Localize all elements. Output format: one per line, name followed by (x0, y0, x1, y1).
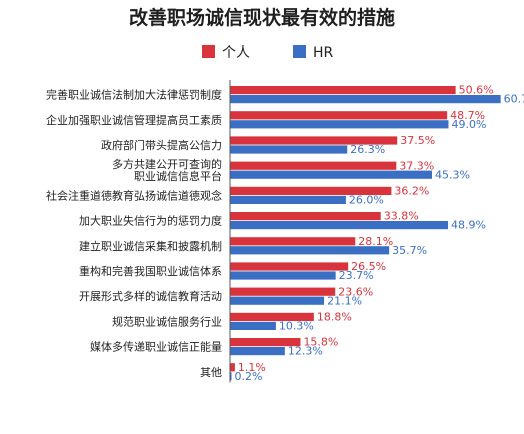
category-label-line: 开展形式多样的诚信教育活动 (79, 289, 222, 303)
bar-hr-6 (230, 246, 390, 255)
bar-personal-0 (230, 86, 456, 95)
category-label-line: 职业诚信信息平台 (134, 169, 222, 183)
category-label-4: 社会注重道德教育弘扬诚信道德观念 (46, 188, 222, 202)
legend-label-personal: 个人 (222, 45, 250, 61)
category-label-line: 重构和完善我国职业诚信体系 (79, 264, 222, 278)
bar-hr-5 (230, 221, 449, 230)
chart-title: 改善职场诚信现状最有效的措施 (129, 6, 395, 29)
data-label-personal-7: 26.5% (351, 260, 386, 273)
data-label-hr-10: 12.3% (288, 345, 323, 358)
data-label-hr-5: 48.9% (451, 219, 486, 232)
data-label-hr-4: 26.0% (349, 194, 384, 207)
bar-personal-2 (230, 136, 398, 145)
category-label-0: 完善职业诚信法制加大法律惩罚制度 (46, 88, 222, 102)
legend-swatch-hr (293, 45, 306, 58)
category-label-line: 规范职业诚信服务行业 (112, 314, 222, 328)
data-label-hr-2: 26.3% (350, 143, 385, 156)
data-label-personal-11: 1.1% (238, 361, 266, 374)
category-label-line: 其他 (200, 366, 222, 379)
bar-personal-11 (230, 363, 235, 372)
data-label-hr-7: 23.7% (339, 269, 374, 282)
data-label-personal-2: 37.5% (400, 134, 435, 147)
bar-personal-10 (230, 338, 301, 347)
bar-personal-4 (230, 186, 392, 195)
category-label-1: 企业加强职业诚信管理提高员工素质 (46, 113, 222, 127)
category-label-2: 政府部门带头提高公信力 (101, 138, 222, 152)
category-label-line: 完善职业诚信法制加大法律惩罚制度 (46, 88, 222, 102)
data-label-hr-6: 35.7% (392, 244, 427, 257)
data-label-personal-1: 48.7% (450, 109, 485, 122)
bar-personal-6 (230, 237, 356, 246)
category-label-line: 政府部门带头提高公信力 (101, 138, 222, 152)
bar-hr-2 (230, 145, 348, 154)
data-label-personal-5: 33.8% (384, 210, 419, 223)
category-label-line: 加大职业失信行为的惩罚力度 (79, 214, 222, 228)
data-label-hr-8: 21.1% (327, 294, 362, 307)
bar-personal-5 (230, 212, 381, 221)
bar-hr-3 (230, 170, 432, 179)
category-label-11: 其他 (200, 366, 222, 379)
data-label-personal-6: 28.1% (358, 235, 393, 248)
category-label-9: 规范职业诚信服务行业 (112, 314, 222, 328)
bar-hr-11 (230, 372, 232, 381)
category-label-line: 企业加强职业诚信管理提高员工素质 (46, 113, 222, 127)
bar-personal-9 (230, 312, 314, 321)
category-label-7: 重构和完善我国职业诚信体系 (79, 264, 222, 278)
legend-label-hr: HR (313, 45, 334, 61)
data-label-personal-8: 23.6% (338, 285, 373, 298)
bar-hr-1 (230, 120, 449, 129)
category-label-line: 多方共建公开可查询的 (112, 157, 222, 171)
data-label-hr-3: 45.3% (435, 168, 470, 181)
data-label-personal-9: 18.8% (317, 311, 352, 324)
data-label-hr-1: 49.0% (451, 118, 486, 131)
bar-personal-1 (230, 111, 448, 120)
category-label-3: 多方共建公开可查询的职业诚信信息平台 (112, 157, 222, 183)
bar-hr-8 (230, 296, 325, 305)
category-label-6: 建立职业诚信采集和披露机制 (79, 239, 222, 253)
category-label-5: 加大职业失信行为的惩罚力度 (79, 214, 222, 228)
legend-swatch-personal (202, 45, 215, 58)
category-label-8: 开展形式多样的诚信教育活动 (79, 289, 222, 303)
data-label-personal-4: 36.2% (394, 185, 429, 198)
data-label-hr-11: 0.2% (235, 370, 263, 383)
bar-hr-4 (230, 195, 346, 204)
data-label-personal-3: 37.3% (399, 159, 434, 172)
category-label-line: 建立职业诚信采集和披露机制 (79, 239, 222, 253)
data-label-hr-9: 10.3% (279, 320, 314, 333)
category-label-line: 社会注重道德教育弘扬诚信道德观念 (46, 188, 222, 202)
bar-hr-7 (230, 271, 336, 280)
data-label-hr-0: 60.7% (504, 93, 524, 106)
bar-hr-9 (230, 321, 276, 330)
data-label-personal-0: 50.6% (459, 84, 494, 97)
category-label-10: 媒体多传递职业诚信正能量 (90, 340, 222, 354)
bar-personal-8 (230, 287, 336, 296)
data-label-personal-10: 15.8% (303, 336, 338, 349)
bar-personal-7 (230, 262, 349, 271)
bar-hr-0 (230, 95, 501, 104)
category-label-line: 媒体多传递职业诚信正能量 (90, 340, 222, 354)
bar-hr-10 (230, 347, 285, 356)
bar-personal-3 (230, 161, 397, 170)
